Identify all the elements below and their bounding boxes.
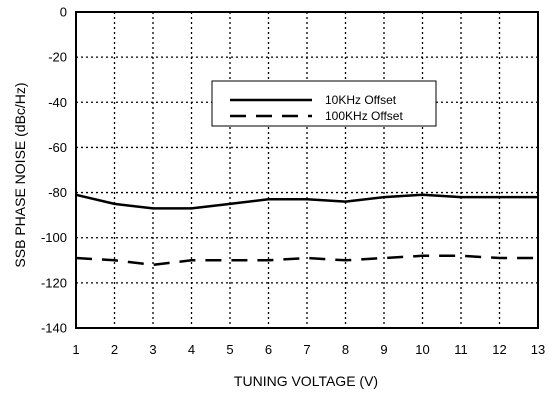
y-tick-label: -40	[48, 95, 67, 110]
legend-label-100khz: 100KHz Offset	[325, 109, 403, 123]
y-tick-label: -20	[48, 50, 67, 65]
legend: 10KHz Offset 100KHz Offset	[211, 80, 437, 127]
x-tick-label: 3	[149, 342, 156, 357]
x-tick-label: 2	[111, 342, 118, 357]
x-axis-title: TUNING VOLTAGE (V)	[234, 373, 378, 389]
y-tick-label: 0	[60, 5, 67, 20]
legend-box	[211, 80, 437, 127]
y-axis-title: SSB PHASE NOISE (dBc/Hz)	[12, 82, 28, 267]
x-tick-label: 10	[415, 342, 429, 357]
x-tick-label: 4	[188, 342, 195, 357]
x-tick-label: 11	[454, 342, 468, 357]
y-tick-label: -60	[48, 140, 67, 155]
x-tick-label: 5	[226, 342, 233, 357]
data-series	[75, 193, 538, 267]
x-tick-label: 9	[380, 342, 387, 357]
x-tick-label: 7	[303, 342, 310, 357]
tick-labels: 1 2 3 4 5 6 7 8 9 10 11 12 130-20-40-60-80-100-120-1…	[41, 5, 545, 358]
x-tick-label: 6	[265, 342, 272, 357]
x-tick-label: 13	[531, 342, 545, 357]
legend-label-10khz: 10KHz Offset	[325, 93, 397, 107]
y-tick-label: -80	[48, 185, 67, 200]
plot-frame	[75, 11, 539, 329]
x-tick-label: 12	[492, 342, 506, 357]
y-tick-label: -120	[41, 275, 67, 290]
y-tick-label: -100	[41, 230, 67, 245]
grid-lines	[76, 12, 538, 328]
series-line-10khz	[75, 193, 538, 210]
x-tick-label: 1	[72, 342, 79, 357]
x-tick-label: 8	[342, 342, 349, 357]
y-tick-label: -140	[41, 321, 67, 336]
